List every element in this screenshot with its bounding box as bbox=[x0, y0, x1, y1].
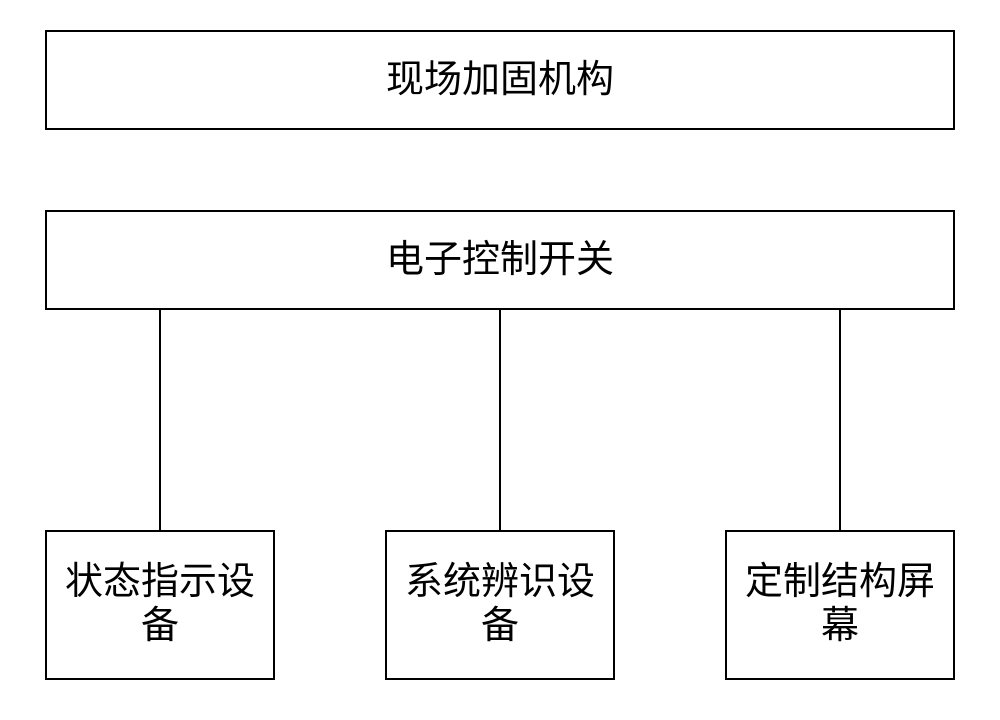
edge-mid-leaf3 bbox=[839, 310, 841, 530]
node-leaf1: 状态指示设备 bbox=[45, 530, 275, 680]
node-leaf3: 定制结构屏幕 bbox=[725, 530, 955, 680]
node-top: 现场加固机构 bbox=[45, 30, 955, 130]
node-leaf2: 系统辨识设备 bbox=[385, 530, 615, 680]
block-diagram: 现场加固机构 电子控制开关 状态指示设备 系统辨识设备 定制结构屏幕 bbox=[0, 0, 1000, 720]
node-mid: 电子控制开关 bbox=[45, 210, 955, 310]
edge-mid-leaf1 bbox=[159, 310, 161, 530]
edge-mid-leaf2 bbox=[499, 310, 501, 530]
